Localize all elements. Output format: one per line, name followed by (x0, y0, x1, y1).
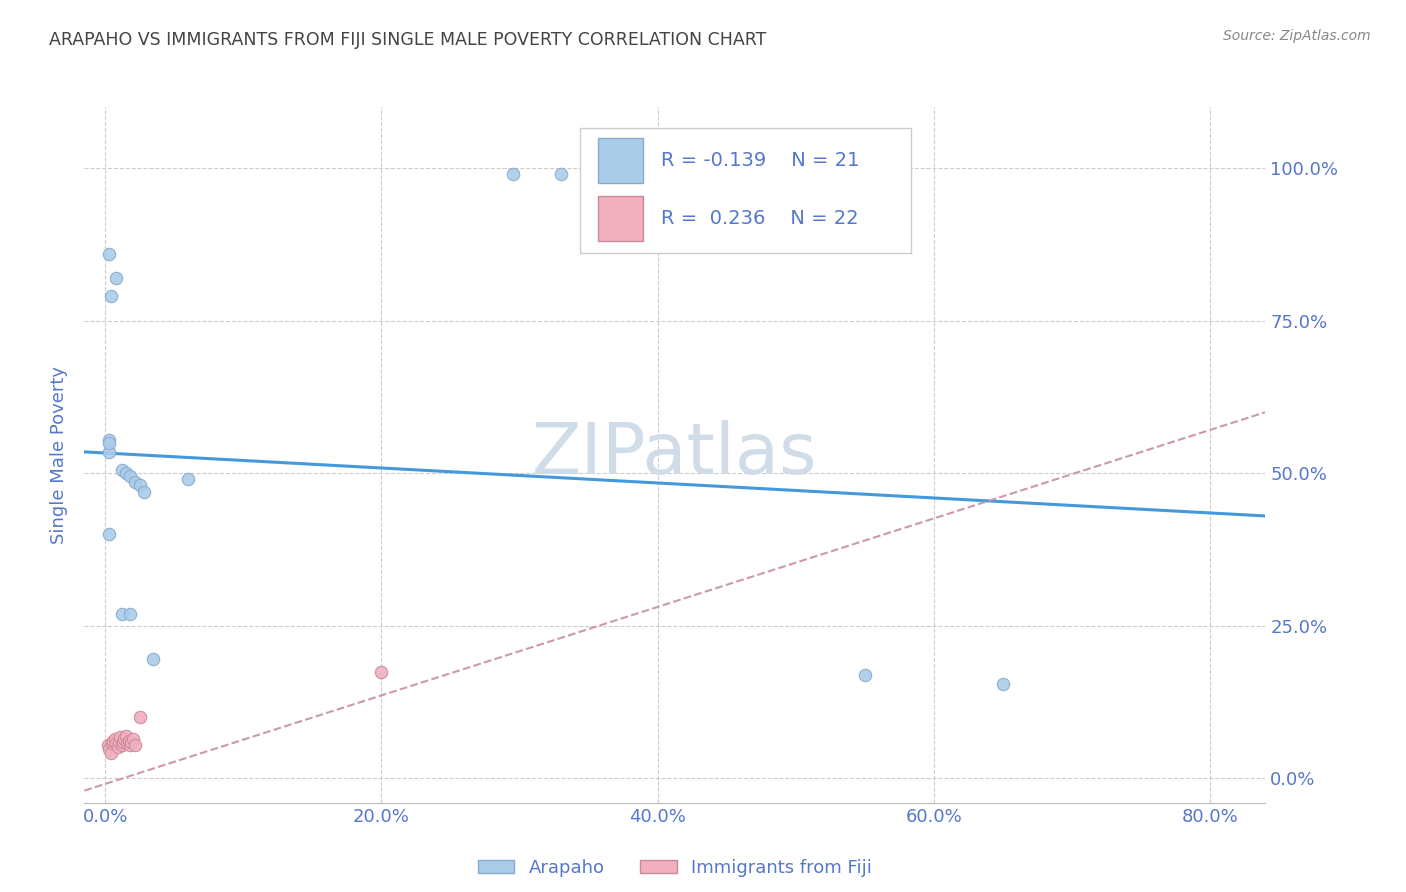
Point (107, 739, 129, 754)
Point (120, 735, 142, 749)
Point (104, 731, 127, 746)
Point (124, 475, 146, 490)
Text: Source: ZipAtlas.com: Source: ZipAtlas.com (1223, 29, 1371, 43)
Point (112, 731, 135, 746)
Point (98, 445, 121, 459)
Point (118, 469, 141, 483)
Point (100, 289, 122, 303)
Point (177, 472, 200, 486)
Point (124, 738, 146, 752)
Point (98, 246, 121, 260)
Point (115, 736, 138, 750)
Point (853, 667, 876, 681)
Point (103, 733, 125, 747)
Point (97, 738, 120, 752)
Point (118, 738, 141, 752)
Point (128, 478, 150, 492)
Point (550, 167, 572, 181)
Point (502, 167, 524, 181)
Point (117, 733, 139, 747)
Legend: Arapaho, Immigrants from Fiji: Arapaho, Immigrants from Fiji (471, 852, 879, 884)
Point (101, 736, 124, 750)
Point (111, 607, 134, 621)
Point (132, 484, 155, 499)
Point (100, 746, 122, 760)
Point (111, 463, 134, 477)
FancyBboxPatch shape (581, 128, 911, 253)
Point (105, 736, 128, 750)
Point (121, 731, 143, 746)
Text: ARAPAHO VS IMMIGRANTS FROM FIJI SINGLE MALE POVERTY CORRELATION CHART: ARAPAHO VS IMMIGRANTS FROM FIJI SINGLE M… (49, 31, 766, 49)
Point (118, 607, 141, 621)
Text: ZIPatlas: ZIPatlas (531, 420, 818, 490)
Point (114, 729, 136, 743)
Point (108, 735, 131, 749)
Point (370, 665, 392, 679)
Point (105, 271, 128, 285)
Point (112, 735, 135, 749)
Point (142, 652, 165, 666)
Point (128, 710, 150, 724)
Text: R = -0.139    N = 21: R = -0.139 N = 21 (661, 151, 859, 170)
Text: R =  0.236    N = 22: R = 0.236 N = 22 (661, 209, 859, 227)
Y-axis label: Single Male Poverty: Single Male Poverty (51, 366, 69, 544)
Point (111, 738, 134, 752)
Point (991, 677, 1014, 691)
Point (114, 467, 136, 481)
Point (98, 433, 121, 447)
Point (98, 435, 121, 450)
FancyBboxPatch shape (598, 138, 644, 183)
Point (98, 742, 121, 756)
Point (98, 527, 121, 541)
Point (110, 730, 132, 744)
FancyBboxPatch shape (598, 195, 644, 241)
